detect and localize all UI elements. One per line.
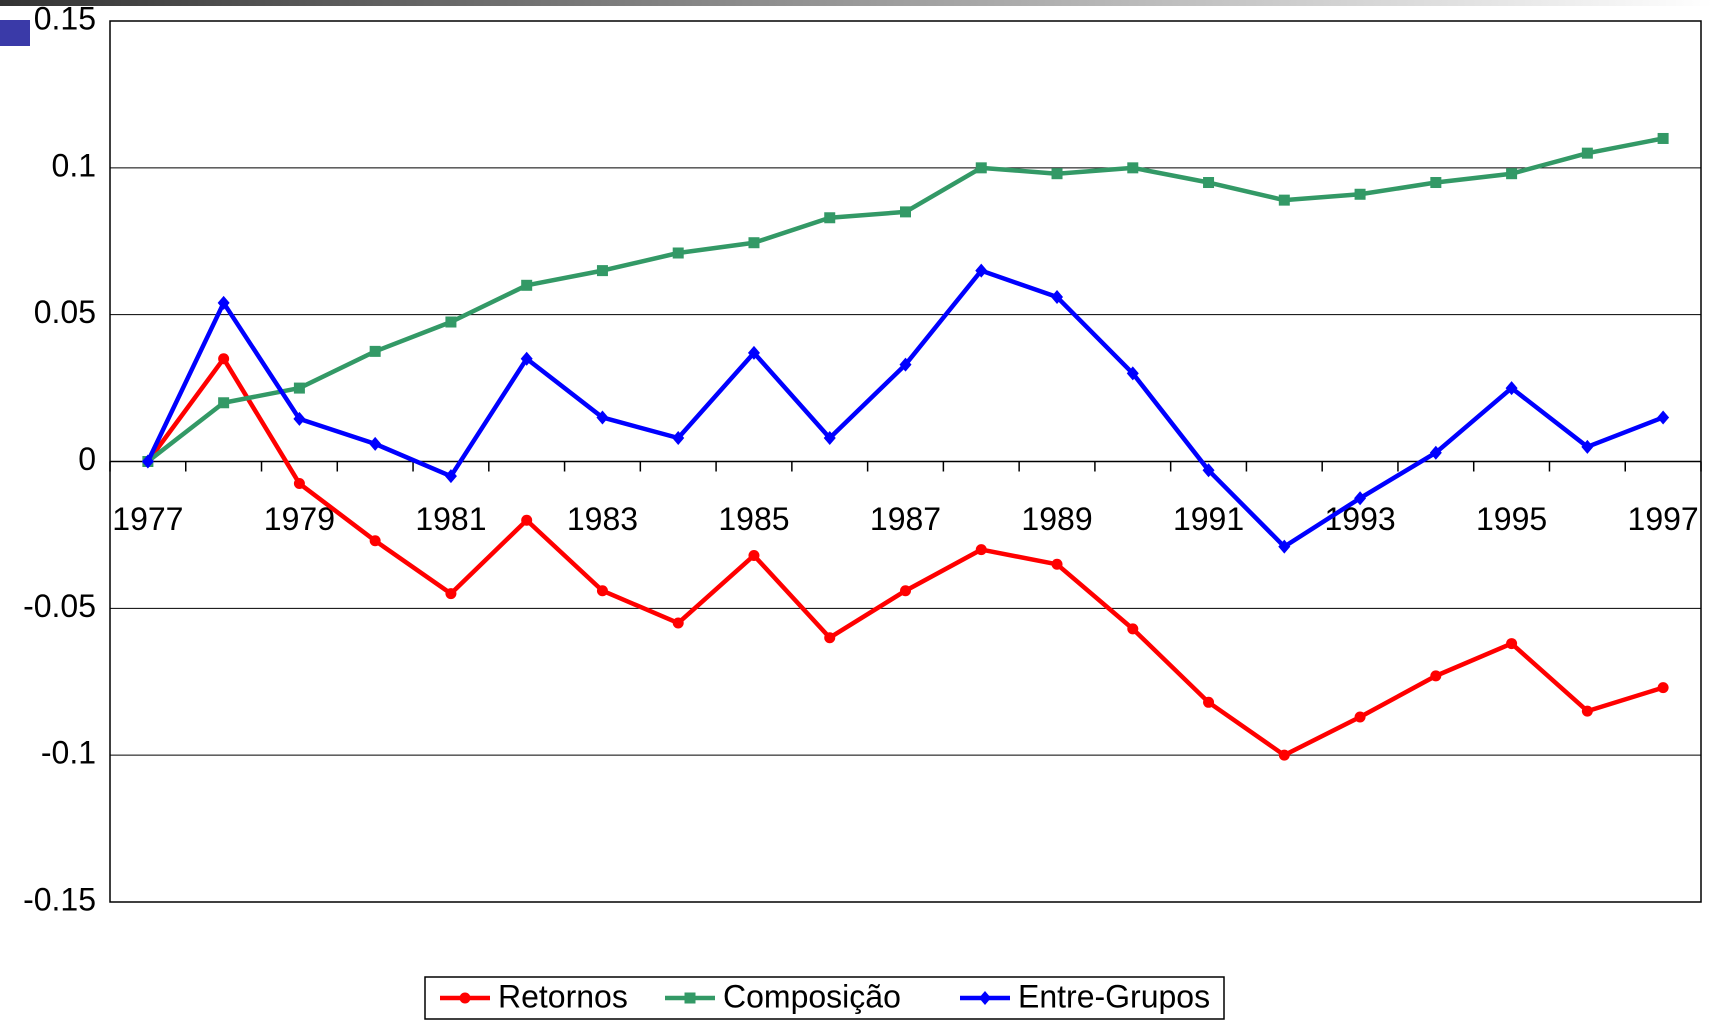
legend-label: Entre-Grupos	[1018, 978, 1210, 1014]
point	[1506, 168, 1518, 180]
point	[445, 588, 457, 600]
point	[444, 469, 457, 484]
point	[521, 279, 533, 291]
point	[369, 535, 381, 547]
point	[1506, 638, 1518, 650]
x-tick-label: 1987	[870, 501, 941, 537]
point	[823, 431, 836, 446]
y-tick-label: 0.05	[34, 294, 96, 330]
x-tick-label: 1985	[718, 501, 789, 537]
point	[520, 351, 533, 366]
point	[748, 237, 760, 249]
point	[1354, 711, 1366, 723]
point	[1051, 290, 1064, 305]
point	[293, 411, 306, 426]
point	[369, 436, 382, 451]
point	[218, 397, 230, 409]
point	[900, 585, 911, 597]
x-tick-label: 1977	[112, 501, 183, 537]
legend-label: Retornos	[498, 978, 628, 1014]
point	[1657, 132, 1669, 144]
point	[369, 345, 381, 357]
point	[975, 544, 987, 556]
y-tick-label: 0	[78, 441, 96, 477]
point	[1127, 623, 1139, 635]
legend-marker	[684, 992, 696, 1004]
point	[217, 295, 230, 310]
point	[1051, 168, 1063, 180]
point	[899, 357, 912, 372]
point	[1203, 696, 1215, 708]
point	[1430, 177, 1442, 189]
x-tick-label: 1979	[264, 501, 335, 537]
x-tick-label: 1989	[1021, 501, 1092, 537]
x-tick-label: 1983	[567, 501, 638, 537]
point	[1657, 682, 1669, 694]
legend-box	[424, 976, 1225, 1020]
point	[1581, 705, 1593, 717]
point	[824, 632, 836, 644]
x-tick-label: 1993	[1324, 501, 1395, 537]
point	[1505, 381, 1518, 396]
point	[445, 316, 457, 328]
point	[521, 514, 533, 526]
point	[218, 353, 230, 365]
legend-marker	[979, 991, 991, 1005]
point	[1581, 147, 1593, 159]
point	[1429, 445, 1442, 460]
point	[1051, 558, 1063, 570]
corner-square	[0, 20, 30, 46]
series-line	[146, 356, 1664, 758]
point	[1202, 463, 1215, 478]
point	[1354, 491, 1367, 506]
point	[1126, 366, 1139, 381]
point	[1581, 439, 1594, 454]
point	[1203, 177, 1215, 189]
y-tick-label: -0.15	[23, 881, 96, 917]
point	[596, 265, 608, 277]
y-tick-label: 0.1	[52, 147, 96, 183]
point	[748, 549, 760, 561]
point	[596, 585, 608, 597]
point	[975, 263, 988, 278]
point	[293, 478, 305, 490]
point	[293, 382, 305, 394]
point	[747, 345, 760, 360]
top-bar	[0, 0, 1713, 6]
x-tick-label: 1995	[1476, 501, 1547, 537]
point	[824, 212, 836, 224]
point	[672, 431, 685, 446]
legend-marker	[459, 992, 471, 1004]
point	[1278, 749, 1290, 761]
point	[1657, 410, 1670, 425]
x-tick-label: 1997	[1628, 501, 1699, 537]
x-tick-label: 1991	[1173, 501, 1244, 537]
point	[672, 617, 684, 629]
point	[1278, 539, 1291, 554]
point	[1278, 194, 1290, 206]
point	[596, 410, 609, 425]
y-tick-label: -0.05	[23, 588, 96, 624]
point	[900, 206, 911, 218]
y-tick-label: -0.1	[41, 735, 96, 771]
point	[975, 162, 987, 174]
y-tick-label: 0.15	[34, 0, 96, 36]
point	[672, 247, 684, 259]
legend-label: Composição	[723, 978, 901, 1014]
point	[1430, 670, 1442, 682]
point	[141, 454, 154, 469]
x-tick-label: 1981	[415, 501, 486, 537]
point	[1354, 188, 1366, 200]
point	[1127, 162, 1139, 174]
